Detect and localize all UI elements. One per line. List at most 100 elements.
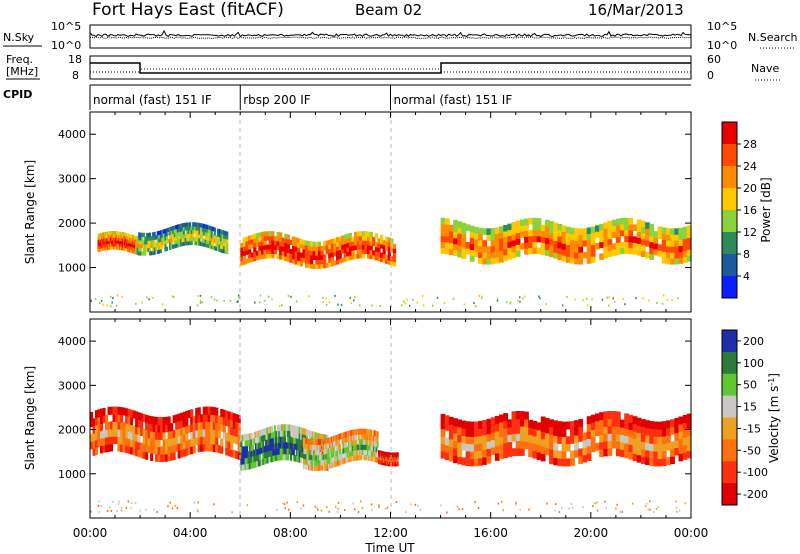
velocity-cell: [269, 432, 272, 439]
velocity-cell: [444, 422, 450, 431]
power-cell: [144, 240, 147, 245]
power-cell: [97, 242, 99, 247]
velocity-cell: [316, 432, 319, 440]
power-cell: [453, 243, 458, 251]
power-cell: [582, 240, 588, 247]
power-cell: [178, 227, 181, 233]
power-cell: [115, 231, 117, 235]
velocity-cell: [557, 421, 563, 430]
power-cell: [186, 241, 189, 246]
velocity-cell: [210, 428, 214, 437]
power-cell: [615, 224, 621, 231]
power-cell: [387, 246, 391, 252]
velocity-cell: [117, 443, 121, 452]
velocity-cell: [342, 442, 345, 449]
power-cell: [108, 243, 110, 247]
velocity-cell: [324, 438, 326, 445]
velocity-cell: [187, 446, 191, 455]
velocity-scatter: [326, 505, 328, 508]
power-cell: [136, 250, 139, 255]
velocity-cell: [325, 438, 328, 444]
velocity-cell: [611, 418, 617, 427]
velocity-cell: [145, 444, 149, 453]
power-cell: [116, 231, 118, 235]
velocity-cell: [90, 441, 94, 450]
power-cell: [645, 251, 650, 259]
velocity-cell: [511, 418, 517, 427]
velocity-cell: [269, 426, 272, 433]
velocity-cell: [578, 426, 584, 435]
power-cell: [607, 244, 613, 252]
velocity-cell: [275, 448, 278, 456]
power-cell: [144, 244, 147, 249]
velocity-scatter: [616, 503, 618, 506]
power-cell: [124, 244, 126, 249]
power-cell: [380, 243, 384, 249]
power-cell: [540, 236, 546, 243]
velocity-cell: [120, 421, 124, 430]
power-cell: [181, 223, 184, 228]
velocity-scatter: [386, 506, 389, 509]
power-cell: [118, 240, 120, 244]
power-cell: [120, 243, 123, 248]
power-cell: [133, 250, 135, 254]
power-cell: [117, 243, 119, 247]
velocity-cell: [312, 465, 315, 471]
power-cell: [221, 237, 224, 242]
power-cell: [670, 228, 675, 235]
power-cell: [134, 247, 136, 252]
power-cell: [124, 247, 126, 251]
power-cell: [133, 238, 135, 243]
velocity-cell: [356, 428, 359, 435]
power-cell: [599, 229, 604, 237]
power-cell: [103, 244, 106, 248]
velocity-cell: [561, 428, 567, 437]
power-cell: [189, 229, 192, 234]
power-cell: [628, 229, 634, 237]
velocity-cell: [582, 447, 588, 456]
power-cell: [348, 232, 353, 238]
velocity-scatter: [287, 508, 290, 511]
power-cell: [136, 246, 139, 252]
velocity-cell: [227, 433, 231, 442]
velocity-cell: [349, 451, 352, 457]
velocity-cell: [287, 448, 290, 455]
velocity-cell: [266, 456, 269, 464]
velocity-cell: [315, 444, 318, 451]
velocity-cell: [352, 434, 355, 441]
power-colorbar-tick-label: 24: [743, 160, 757, 173]
velocity-cell: [448, 431, 454, 440]
power-cell: [297, 242, 301, 248]
velocity-scatter: [360, 500, 362, 503]
power-cell: [356, 231, 360, 237]
velocity-cell: [357, 454, 360, 461]
velocity-cell: [240, 452, 243, 459]
velocity-cell: [172, 415, 176, 424]
power-cell: [248, 253, 252, 259]
power-cell: [111, 240, 113, 244]
power-cell: [578, 228, 584, 235]
velocity-cell: [175, 429, 179, 438]
power-cell: [328, 248, 332, 254]
power-cell: [201, 223, 204, 228]
power-cell: [190, 240, 193, 245]
velocity-cell: [339, 454, 342, 461]
power-cell: [271, 244, 275, 250]
power-cell: [628, 223, 634, 231]
power-cell: [678, 251, 684, 258]
velocity-cell: [273, 448, 276, 456]
power-cell: [207, 229, 210, 234]
power-cell: [503, 225, 508, 232]
velocity-cell: [382, 453, 384, 457]
power-scatter: [152, 296, 154, 299]
velocity-cell: [147, 415, 151, 424]
velocity-cell: [268, 432, 271, 440]
power-cell: [544, 243, 550, 250]
power-cell: [666, 257, 671, 265]
velocity-cell: [344, 452, 347, 459]
velocity-cell: [374, 440, 377, 447]
velocity-cell: [190, 409, 194, 418]
power-cell: [372, 254, 376, 260]
velocity-ytick-label: 1000: [58, 468, 86, 481]
